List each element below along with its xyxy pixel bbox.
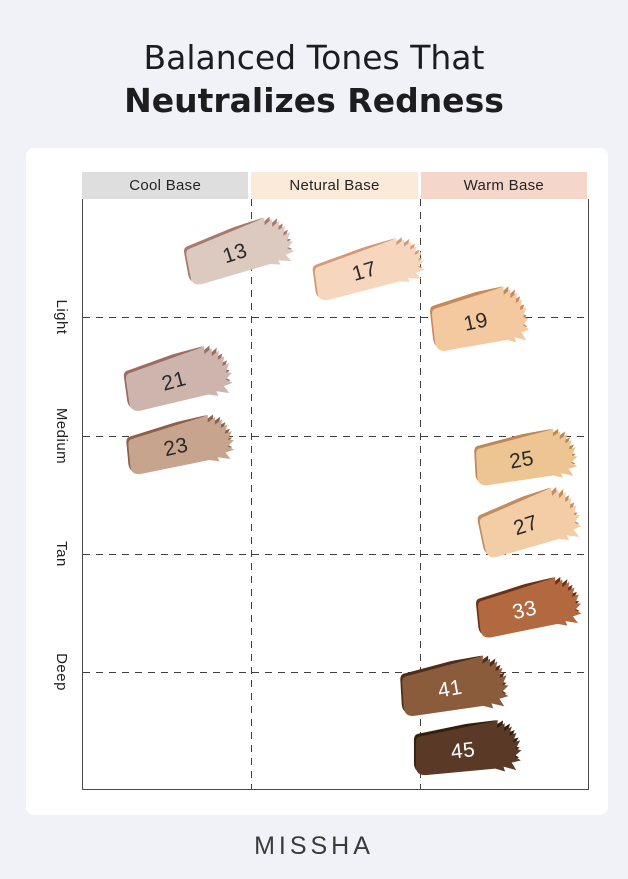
smear-shape [476, 574, 582, 638]
shade-number: 13 [219, 238, 250, 269]
swatch-19: 19 [423, 282, 535, 362]
smear-shape [183, 215, 294, 285]
base-header-cell: Cool Base [82, 172, 249, 199]
title-line-1: Balanced Tones That [143, 38, 485, 77]
base-header-cell: Warm Base [420, 172, 587, 199]
swatch-13: 13 [175, 211, 300, 296]
depth-label-tan: Tan [53, 541, 70, 567]
page-title: Balanced Tones That Neutralizes Redness [0, 36, 628, 122]
shade-number: 19 [461, 308, 491, 336]
column-gridline-1 [251, 199, 252, 789]
depth-gridline-deep [83, 672, 588, 673]
swatch-27: 27 [470, 481, 589, 569]
depth-label-medium: Medium [53, 407, 70, 465]
shade-number: 45 [449, 738, 477, 764]
depth-gridline-medium [83, 436, 588, 437]
smear-shape [474, 426, 578, 486]
depth-gridline-tan [83, 554, 588, 555]
smear-shape [125, 412, 234, 475]
smear-shape [413, 717, 521, 776]
depth-gridline-light [83, 317, 588, 318]
shade-number: 33 [510, 596, 540, 625]
swatch-41: 41 [392, 652, 513, 727]
brand-logo: MISSHA [254, 832, 374, 860]
smear-shape [312, 235, 425, 301]
swatch-21: 21 [115, 340, 238, 421]
column-gridline-2 [420, 199, 421, 789]
depth-label-deep: Deep [53, 653, 70, 691]
base-header-cell: Netural Base [251, 172, 418, 199]
swatch-23: 23 [118, 410, 239, 484]
shade-number: 23 [161, 433, 191, 462]
grid-area: 13 17 19 21 23 25 27 33 41 45 [82, 199, 589, 790]
smear-shape [123, 343, 233, 411]
swatch-17: 17 [305, 232, 432, 311]
swatch-33: 33 [469, 572, 588, 647]
swatch-25: 25 [467, 425, 582, 495]
shade-number: 41 [435, 675, 464, 703]
chart-card: Cool Base Netural Base Warm Base 13 17 19 2… [26, 148, 608, 815]
shade-number: 27 [510, 510, 541, 541]
title-line-2: Neutralizes Redness [124, 81, 504, 120]
shade-number: 21 [158, 367, 189, 396]
depth-label-light: Light [53, 299, 70, 335]
smear-shape [399, 652, 508, 716]
smear-shape [430, 283, 530, 351]
shade-number: 17 [349, 257, 380, 286]
base-header-row: Cool Base Netural Base Warm Base [82, 172, 587, 199]
smear-shape [477, 484, 582, 558]
swatch-45: 45 [407, 717, 526, 784]
